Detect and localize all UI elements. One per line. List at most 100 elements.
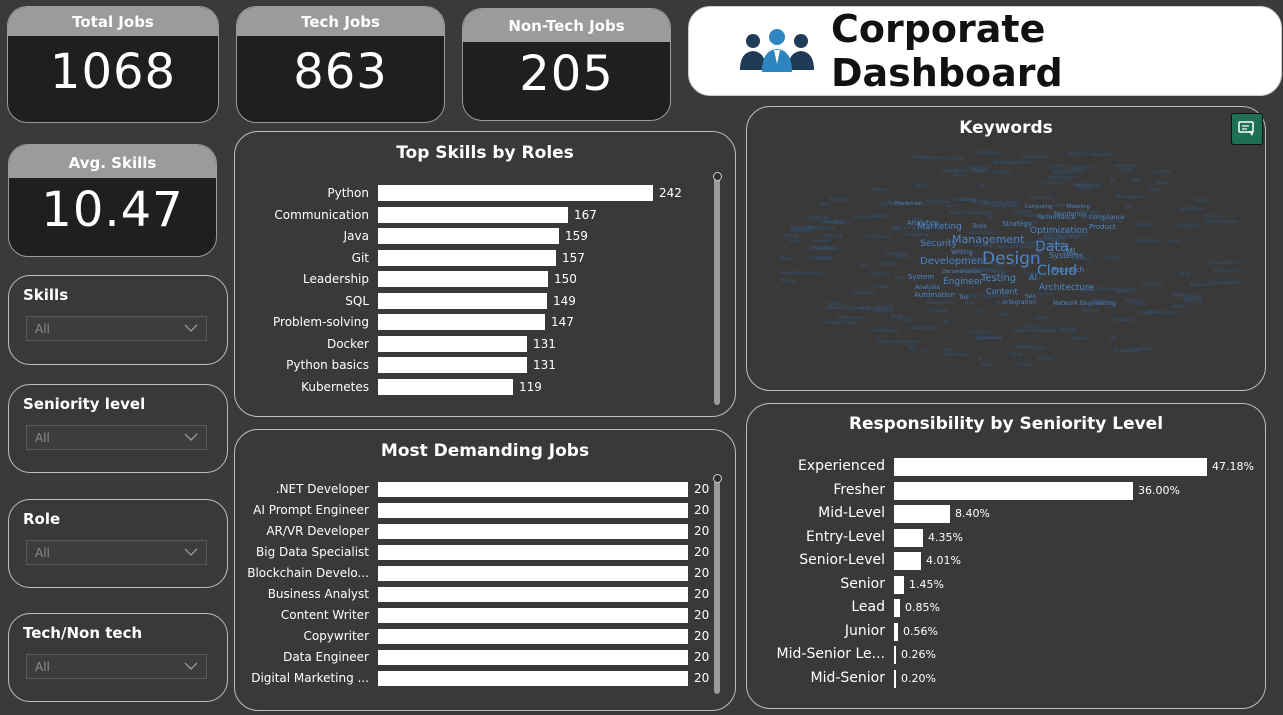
role-dropdown[interactable]: All: [26, 540, 207, 565]
keyword-word: Seo: [1166, 238, 1174, 243]
keyword-word: Marketing: [1072, 256, 1092, 261]
filter-button[interactable]: [1231, 113, 1263, 145]
keyword-word: Marketing: [917, 222, 962, 232]
bar-value: 20: [694, 671, 710, 685]
keyword-word: Compliance: [1089, 214, 1125, 221]
keyword-word: Tos: [823, 219, 830, 224]
keyword-word: Analytics: [996, 300, 1015, 305]
keyword-word: Performance: [860, 306, 886, 311]
keyword-word: Network Engineering: [829, 305, 871, 310]
bar-label: Problem-solving: [273, 315, 369, 329]
keyword-word: Compliance: [1067, 233, 1091, 238]
keyword-word: Analytics: [1014, 209, 1033, 214]
slicer-label: Skills: [23, 286, 69, 304]
keyword-word: Optimization: [1030, 226, 1088, 236]
keyword-word: Product: [1089, 223, 1116, 231]
keyword-word: Documentation: [1208, 260, 1239, 265]
kpi-non-tech-jobs: Non-Tech Jobs 205: [462, 8, 671, 121]
keyword-word: Testing: [952, 259, 967, 264]
keyword-word: Tools: [999, 312, 1009, 317]
keyword-word: Seo: [946, 203, 954, 208]
keyword-word: Research: [1019, 220, 1038, 225]
keyword-word: Computing: [1023, 271, 1045, 276]
bar-value: 157: [562, 250, 585, 265]
keyword-word: Tos: [943, 319, 950, 324]
keyword-word: Writing: [872, 187, 887, 192]
keyword-word: Modeling: [1081, 301, 1100, 306]
bar-value: 8.40%: [955, 507, 990, 520]
kpi-label: Avg. Skills: [9, 145, 216, 178]
keyword-word: Computing: [987, 238, 1009, 243]
keyword-word: Compliance: [1052, 170, 1076, 175]
keyword-word: Cloud: [926, 285, 938, 290]
keyword-word: Automation: [914, 291, 955, 299]
skills-dropdown[interactable]: All: [26, 316, 207, 341]
keyword-word: Monitoring: [1044, 235, 1066, 240]
keyword-word: Monitoring: [994, 160, 1016, 165]
scroll-handle[interactable]: [713, 172, 722, 181]
kpi-value: 10.47: [41, 182, 184, 238]
keyword-word: Tools: [964, 300, 974, 305]
keyword-word: Tools: [859, 262, 869, 267]
bar: [894, 646, 896, 664]
keyword-word: Documentation: [1054, 168, 1085, 173]
bar-label: Python: [327, 186, 369, 200]
keyword-word: Computing: [1077, 213, 1099, 218]
scrollbar[interactable]: [714, 480, 720, 694]
keyword-word: Performance: [873, 328, 899, 333]
keyword-word: Writing: [969, 256, 984, 261]
keyword-word: Management: [808, 225, 835, 230]
tech-non-tech-dropdown[interactable]: All: [26, 654, 207, 679]
keyword-word: Basics: [1173, 292, 1186, 297]
keyword-word: Security: [979, 260, 996, 265]
bar-label: Kubernetes: [301, 379, 369, 394]
panel-title: Top Skills by Roles: [396, 143, 574, 163]
bar-label: Senior-Level: [799, 552, 885, 568]
keyword-word: Monitoring: [1100, 218, 1122, 223]
bar-value: 20: [694, 566, 710, 580]
keyword-word: Analysis: [1130, 301, 1147, 306]
seniority-dropdown[interactable]: All: [26, 425, 207, 450]
keyword-word: Research: [1052, 266, 1085, 274]
keyword-word: Computing: [969, 329, 991, 334]
keyword-word: Documentation: [1057, 229, 1088, 234]
bar-label: Big Data Specialist: [256, 545, 369, 559]
keyword-word: Optimization: [790, 225, 816, 230]
keyword-word: Marketing: [1058, 234, 1078, 239]
keyword-word: Security: [877, 304, 894, 309]
keyword-word: Monitoring: [1054, 211, 1087, 218]
keyword-word: ML: [1175, 238, 1181, 243]
keyword-word: Optimization: [1076, 183, 1102, 188]
bar: [894, 669, 896, 688]
keyword-word: Testing: [1024, 324, 1039, 329]
bar: [378, 357, 527, 373]
scrollbar[interactable]: [714, 175, 720, 405]
keyword-word: Architecture: [866, 234, 891, 239]
keyword-word: ML: [1126, 204, 1132, 209]
bar: [378, 206, 568, 223]
keyword-word: Seo: [888, 200, 896, 205]
keyword-word: Analysis: [1029, 345, 1046, 350]
keyword-word: System: [912, 154, 927, 159]
bar: [894, 458, 1207, 476]
bar-label: Copywriter: [303, 629, 369, 643]
keyword-word: Systems: [1049, 251, 1083, 260]
slicer-seniority-level: Seniority level All: [8, 384, 228, 473]
slicer-label: Seniority level: [23, 395, 146, 413]
keyword-word: Data: [1035, 239, 1069, 255]
scroll-handle[interactable]: [713, 474, 722, 483]
keyword-word: Content: [1018, 362, 1034, 367]
keyword-word: Tos: [959, 294, 969, 301]
keyword-word: Content: [986, 287, 1018, 296]
keyword-word: Network Engineering: [1053, 300, 1116, 307]
keyword-word: Documentation: [942, 269, 981, 275]
bar-value: 1.45%: [909, 577, 944, 591]
keyword-word: Cloud: [1010, 352, 1022, 357]
bar: [378, 482, 688, 497]
keyword-word: Documentation: [1209, 280, 1240, 285]
keyword-word: Automation: [1179, 206, 1203, 211]
keyword-word: Architecture: [1039, 283, 1095, 293]
bar-value: 150: [554, 272, 577, 286]
keyword-word: Data: [995, 263, 1005, 268]
keyword-word: Tos: [1109, 177, 1116, 182]
